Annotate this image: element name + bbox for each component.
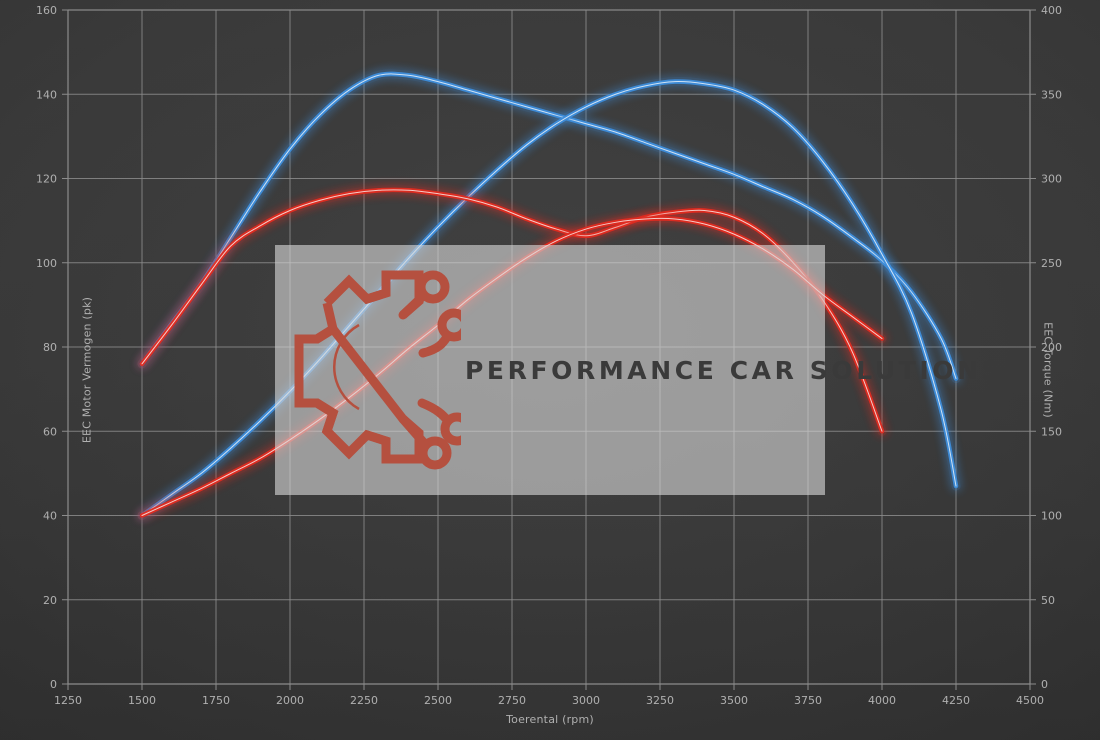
svg-text:1500: 1500 — [128, 694, 156, 707]
svg-text:4000: 4000 — [868, 694, 896, 707]
svg-text:4500: 4500 — [1016, 694, 1044, 707]
curve-vermogen-stock-pk- — [137, 69, 961, 384]
data-curves — [137, 69, 961, 520]
svg-text:200: 200 — [1041, 341, 1062, 354]
svg-text:3250: 3250 — [646, 694, 674, 707]
svg-text:100: 100 — [1041, 510, 1062, 523]
svg-text:0: 0 — [50, 678, 57, 691]
x-axis-title: Toerental (rpm) — [506, 713, 594, 726]
svg-text:2250: 2250 — [350, 694, 378, 707]
svg-text:3750: 3750 — [794, 694, 822, 707]
svg-text:80: 80 — [43, 341, 57, 354]
svg-text:0: 0 — [1041, 678, 1048, 691]
svg-text:40: 40 — [43, 510, 57, 523]
y-axis-right-title: EEC Torque (Nm) — [1041, 322, 1055, 418]
svg-text:140: 140 — [36, 88, 57, 101]
tick-labels: 1250 1500 1750 2000 2250 2500 2750 3000 3250 3500… — [36, 4, 1062, 707]
svg-text:2000: 2000 — [276, 694, 304, 707]
svg-text:4250: 4250 — [942, 694, 970, 707]
svg-text:400: 400 — [1041, 4, 1062, 17]
svg-text:1750: 1750 — [202, 694, 230, 707]
svg-text:350: 350 — [1041, 88, 1062, 101]
svg-text:250: 250 — [1041, 257, 1062, 270]
svg-text:60: 60 — [43, 425, 57, 438]
svg-text:50: 50 — [1041, 594, 1055, 607]
svg-text:3000: 3000 — [572, 694, 600, 707]
svg-text:150: 150 — [1041, 425, 1062, 438]
svg-text:3500: 3500 — [720, 694, 748, 707]
svg-text:2500: 2500 — [424, 694, 452, 707]
y-axis-left-title: EEC Motor Vermogen (pk) — [80, 296, 94, 444]
svg-text:100: 100 — [36, 257, 57, 270]
svg-text:20: 20 — [43, 594, 57, 607]
svg-text:2750: 2750 — [498, 694, 526, 707]
svg-text:160: 160 — [36, 4, 57, 17]
svg-text:300: 300 — [1041, 173, 1062, 186]
svg-text:120: 120 — [36, 173, 57, 186]
curve-koppel-stock-nm- — [137, 185, 887, 436]
svg-text:1250: 1250 — [54, 694, 82, 707]
